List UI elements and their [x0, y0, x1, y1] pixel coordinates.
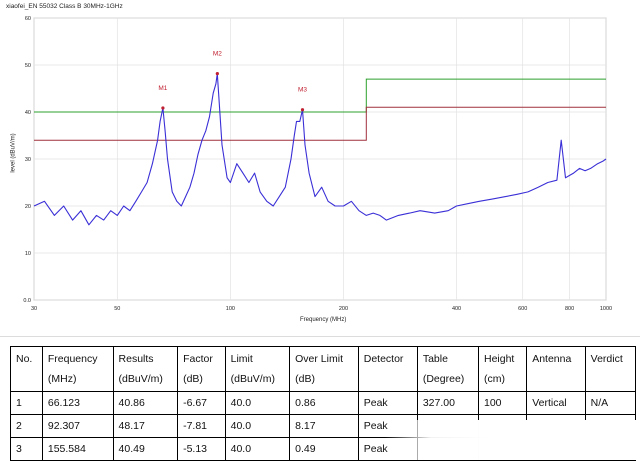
cell-factor: -5.13: [177, 437, 226, 461]
limit-line: [34, 106, 606, 141]
limit-line: [34, 78, 606, 113]
x-tick-label: 100: [226, 306, 235, 312]
x-axis-label: Frequency (MHz): [300, 317, 347, 323]
x-tick-label: 800: [565, 306, 574, 312]
header-verdict: Verdict: [584, 346, 637, 392]
header-height: Height (cm): [477, 346, 528, 392]
cell-antenna: Vertical: [526, 391, 586, 415]
marker-point: [161, 106, 165, 110]
header-limit: Limit (dBuV/m): [224, 346, 291, 392]
header-antenna: Antenna: [526, 346, 586, 392]
header-results: Results (dBuV/m): [112, 346, 179, 392]
cell-frequency: 66.123: [41, 391, 114, 415]
cell-over-limit: 8.17: [289, 414, 359, 438]
cell-detector: Peak: [357, 391, 418, 415]
table-row: 1 66.123 40.86 -6.67 40.0 0.86 Peak 327.…: [10, 391, 637, 415]
cell-table: 327.00: [416, 391, 479, 415]
marker-label: M2: [213, 51, 222, 58]
cell-frequency: 155.584: [41, 437, 114, 461]
header-factor: Factor (dB): [177, 346, 226, 392]
cell-frequency: 92.307: [41, 414, 114, 438]
measurement-trace: [33, 73, 607, 226]
x-tick-label: 200: [339, 306, 348, 312]
cell-no: 1: [10, 391, 43, 415]
x-tick-label: 600: [518, 306, 527, 312]
y-tick-label: 20: [25, 204, 31, 210]
chart-title: xiaofei_EN 55032 Class B 30MHz-1GHz: [6, 3, 123, 10]
y-tick-label: 60: [25, 16, 31, 22]
cell-results: 40.86: [112, 391, 179, 415]
marker-point: [215, 72, 219, 76]
divider: [0, 336, 640, 337]
fade-overlay: [385, 420, 640, 460]
cell-results: 48.17: [112, 414, 179, 438]
header-frequency: Frequency (MHz): [41, 346, 114, 392]
y-axis-label: level (dBuV/m): [10, 133, 17, 173]
y-tick-label: 30: [25, 157, 31, 163]
marker-label: M3: [298, 87, 307, 94]
y-tick-label: 50: [25, 63, 31, 69]
cell-over-limit: 0.86: [289, 391, 359, 415]
cell-limit: 40.0: [224, 437, 291, 461]
x-tick-label: 30: [31, 306, 37, 312]
cell-limit: 40.0: [224, 414, 291, 438]
cell-results: 40.49: [112, 437, 179, 461]
cell-over-limit: 0.49: [289, 437, 359, 461]
header-table: Table (Degree): [416, 346, 479, 392]
header-detector: Detector: [357, 346, 418, 392]
cell-factor: -6.67: [177, 391, 226, 415]
x-tick-label: 1000: [600, 306, 612, 312]
y-tick-label: 40: [25, 110, 31, 116]
cell-height: 100: [477, 391, 528, 415]
cell-no: 3: [10, 437, 43, 461]
y-tick-label: 10: [25, 251, 31, 257]
marker-label: M1: [158, 85, 167, 92]
y-tick-label: 0.0: [23, 298, 31, 304]
cell-verdict: N/A: [584, 391, 637, 415]
cell-factor: -7.81: [177, 414, 226, 438]
marker-point: [300, 108, 305, 112]
x-tick-label: 50: [114, 306, 120, 312]
header-over-limit: Over Limit (dB): [289, 346, 359, 392]
header-no: No.: [10, 346, 43, 392]
cell-limit: 40.0: [224, 391, 291, 415]
table-header-row: No. Frequency (MHz) Results (dBuV/m) Facto…: [10, 346, 637, 392]
cell-no: 2: [10, 414, 43, 438]
x-tick-label: 400: [452, 306, 461, 312]
emission-plot: 0.0 10 20 30 40 50 60 30 50 100 200 400 600 800 1000 M1…: [23, 16, 612, 312]
